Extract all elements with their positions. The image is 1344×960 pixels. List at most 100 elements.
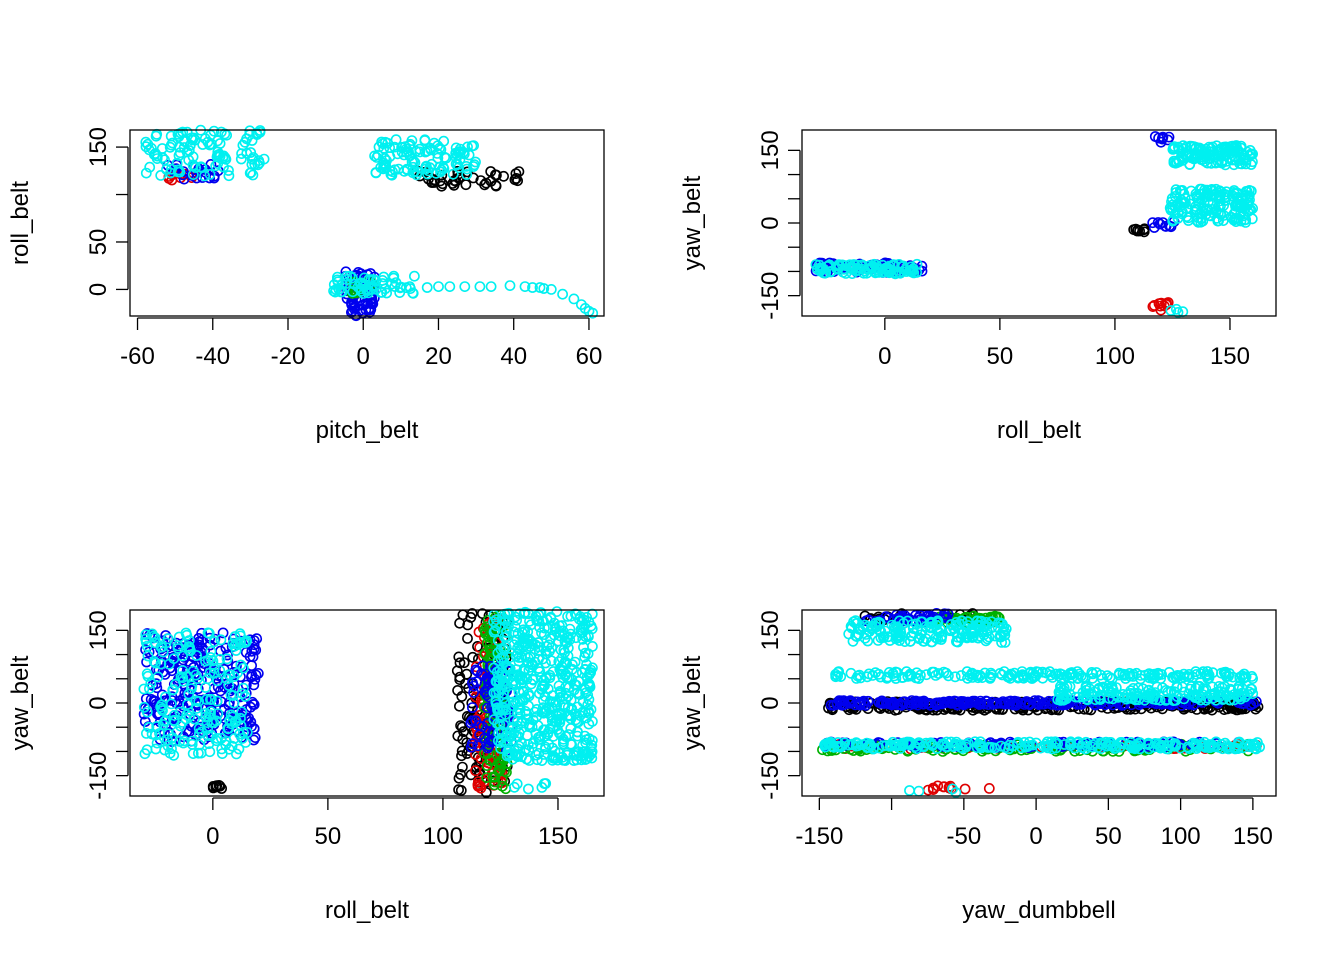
y-axis-label: yaw_belt: [679, 175, 706, 270]
data-point: [146, 728, 158, 740]
data-point: [438, 163, 450, 175]
data-point: [897, 696, 908, 708]
x-tick-label: -50: [947, 823, 982, 850]
data-point: [867, 260, 878, 272]
data-point: [562, 611, 573, 622]
data-point: [583, 718, 595, 730]
data-point: [378, 160, 390, 172]
data-point: [145, 677, 157, 689]
data-point: [959, 783, 971, 795]
data-point: [463, 149, 475, 161]
x-axis-label: yaw_dumbbell: [962, 897, 1115, 924]
data-point: [234, 628, 246, 640]
data-point: [1190, 143, 1201, 154]
data-point: [507, 753, 519, 765]
data-point: [498, 170, 509, 182]
data-point: [451, 149, 463, 161]
data-point: [513, 166, 525, 177]
data-point: [558, 738, 569, 750]
data-point: [1023, 698, 1034, 710]
y-tick-label: 150: [85, 610, 112, 650]
x-tick-label: 40: [500, 343, 527, 370]
data-point: [206, 717, 218, 728]
data-point: [1213, 191, 1225, 203]
data-point: [355, 285, 367, 297]
data-point: [1213, 146, 1225, 158]
data-point: [547, 666, 559, 677]
data-point: [458, 148, 470, 160]
data-point: [931, 699, 942, 711]
data-point: [453, 651, 465, 663]
data-point: [1203, 196, 1214, 208]
data-point: [208, 667, 220, 679]
data-point: [156, 143, 168, 154]
data-point: [494, 764, 506, 776]
data-point: [214, 665, 226, 676]
data-point: [393, 163, 404, 175]
data-point: [536, 755, 548, 766]
data-point: [142, 650, 154, 662]
data-point: [201, 694, 212, 705]
data-point: [524, 661, 536, 673]
data-point: [237, 682, 249, 694]
data-point: [460, 179, 472, 191]
data-point: [172, 643, 184, 654]
data-point: [557, 754, 569, 766]
data-point: [432, 152, 444, 164]
data-point: [433, 281, 444, 292]
data-point: [587, 641, 598, 652]
x-axis-label: pitch_belt: [316, 417, 419, 444]
data-point: [165, 698, 177, 710]
data-point: [160, 630, 172, 641]
data-point: [494, 704, 506, 716]
data-point: [213, 148, 225, 160]
data-point: [529, 643, 541, 655]
data-point: [510, 697, 521, 709]
data-point: [210, 715, 222, 727]
data-point: [1152, 217, 1164, 228]
data-point: [453, 784, 464, 796]
data-point: [203, 627, 215, 639]
data-point: [454, 671, 466, 683]
data-point: [532, 637, 544, 649]
data-point: [204, 139, 216, 151]
data-point: [498, 719, 510, 730]
y-tick-label: 0: [757, 696, 784, 709]
data-point: [1219, 195, 1231, 206]
data-point: [858, 267, 870, 279]
data-point: [1219, 189, 1231, 200]
data-point: [541, 641, 553, 652]
data-point: [854, 699, 866, 711]
data-point: [582, 677, 594, 689]
data-point: [477, 669, 489, 681]
data-point: [466, 738, 478, 750]
data-point: [545, 283, 557, 295]
data-point: [974, 699, 985, 710]
data-point: [1228, 214, 1240, 226]
data-point: [1154, 218, 1166, 230]
data-point: [497, 612, 509, 624]
data-point: [518, 632, 530, 644]
data-point: [140, 728, 152, 739]
y-tick-label: 150: [757, 130, 784, 170]
data-point: [496, 726, 507, 738]
data-point: [457, 733, 469, 745]
data-point: [1229, 140, 1241, 152]
data-point: [509, 781, 520, 793]
data-point: [1191, 192, 1203, 204]
data-point: [191, 702, 203, 714]
data-point: [223, 680, 235, 691]
data-point: [1242, 192, 1253, 204]
data-point: [1071, 698, 1083, 710]
data-point: [403, 146, 414, 157]
data-point: [155, 701, 166, 713]
data-point: [247, 152, 259, 163]
data-point: [163, 658, 175, 670]
y-tick-label: 150: [757, 610, 784, 650]
data-point: [376, 286, 388, 298]
data-point: [407, 287, 419, 299]
data-point: [510, 678, 522, 690]
data-point: [1197, 153, 1209, 165]
data-point: [362, 284, 374, 296]
